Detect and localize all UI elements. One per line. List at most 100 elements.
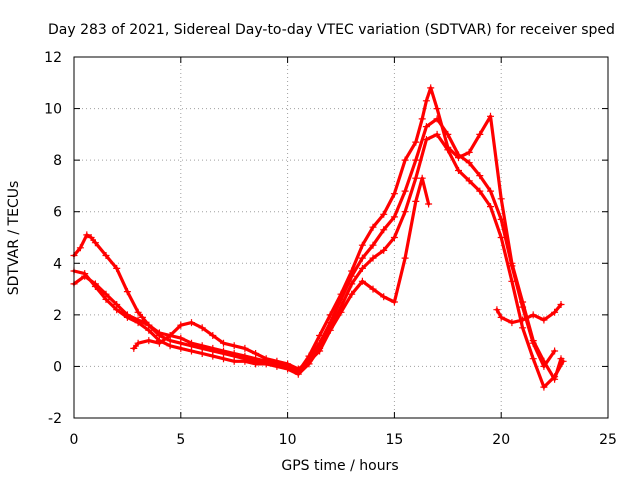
x-tick-label: 10 (279, 432, 297, 448)
data-point (337, 295, 345, 303)
data-point (418, 115, 426, 123)
data-point (497, 195, 505, 203)
data-point (380, 210, 388, 218)
data-point (433, 105, 441, 113)
data-point (540, 383, 548, 391)
data-point (444, 146, 452, 154)
data-point (230, 357, 238, 365)
data-point (508, 319, 516, 327)
data-point (390, 234, 398, 241)
series-layer (70, 84, 567, 391)
series-line (72, 117, 557, 374)
data-point (465, 177, 473, 185)
data-point (529, 311, 537, 319)
x-ticks: 0 5 10 15 20 25 (70, 57, 617, 448)
data-point (401, 187, 409, 195)
data-point (551, 347, 559, 355)
data-point (102, 252, 110, 259)
data-point (337, 308, 345, 316)
series-line (72, 132, 565, 389)
data-point (476, 130, 484, 138)
x-tick-label: 25 (599, 432, 617, 448)
data-point (390, 213, 398, 221)
data-point (390, 190, 398, 198)
data-point (145, 321, 153, 329)
y-axis-label: SDTVAR / TECUs (6, 181, 22, 296)
data-point (540, 362, 548, 370)
chart-title: Day 283 of 2021, Sidereal Day-to-day VTE… (48, 22, 615, 38)
data-point (455, 167, 462, 174)
data-point (155, 329, 163, 337)
data-point (134, 339, 142, 347)
data-point (134, 316, 142, 324)
data-point (145, 337, 153, 345)
data-point (380, 293, 388, 301)
data-point (427, 84, 435, 92)
data-point (113, 301, 121, 308)
data-point (87, 234, 95, 241)
data-point (198, 342, 206, 350)
data-point (284, 360, 292, 368)
series-line (132, 176, 431, 371)
data-point (188, 347, 195, 355)
data-point (113, 264, 121, 272)
data-point (177, 344, 185, 352)
data-point (519, 316, 527, 324)
data-point (262, 355, 270, 363)
data-point (369, 254, 377, 262)
data-point (81, 272, 89, 280)
data-point (380, 246, 388, 254)
x-tick-label: 5 (176, 432, 185, 448)
data-point (369, 285, 377, 293)
plot-frame (73, 56, 609, 419)
data-point (76, 244, 84, 252)
data-point (412, 197, 420, 205)
data-point (401, 156, 409, 164)
data-point (177, 334, 185, 342)
data-point (497, 215, 505, 223)
y-tick-label: 6 (53, 205, 62, 221)
y-tick-label: 8 (53, 153, 62, 169)
data-point (130, 344, 138, 352)
data-point (273, 357, 281, 365)
data-point (497, 313, 505, 321)
data-point (166, 342, 174, 350)
data-point (220, 339, 227, 347)
y-tick-label: 0 (53, 359, 62, 375)
data-point (91, 239, 99, 247)
data-point (188, 339, 195, 347)
data-point (369, 223, 377, 231)
data-point (294, 365, 302, 373)
data-point (412, 138, 420, 146)
data-point (198, 350, 206, 357)
data-point (422, 97, 430, 105)
data-point (220, 347, 227, 355)
data-point (241, 344, 249, 352)
data-point (425, 200, 433, 208)
series-line (72, 86, 563, 381)
data-point (529, 355, 537, 363)
series-line (495, 302, 563, 325)
y-tick-label: 4 (53, 256, 62, 272)
data-point (551, 373, 559, 381)
grid (74, 57, 608, 418)
data-point (497, 234, 505, 241)
x-tick-label: 0 (70, 432, 79, 448)
data-point (369, 241, 377, 249)
data-point (444, 130, 452, 138)
data-point (390, 298, 398, 306)
data-point (138, 313, 146, 321)
data-point (166, 332, 174, 339)
data-point (134, 308, 142, 316)
data-point (433, 130, 441, 138)
data-point (209, 344, 217, 352)
data-point (487, 112, 494, 120)
series-track-c (70, 115, 559, 376)
y-tick-label: -2 (48, 411, 62, 427)
data-point (326, 319, 334, 327)
data-point (209, 332, 217, 339)
data-point (188, 319, 195, 327)
data-point (358, 254, 366, 262)
series-track-a (70, 84, 565, 383)
data-point (508, 262, 516, 270)
